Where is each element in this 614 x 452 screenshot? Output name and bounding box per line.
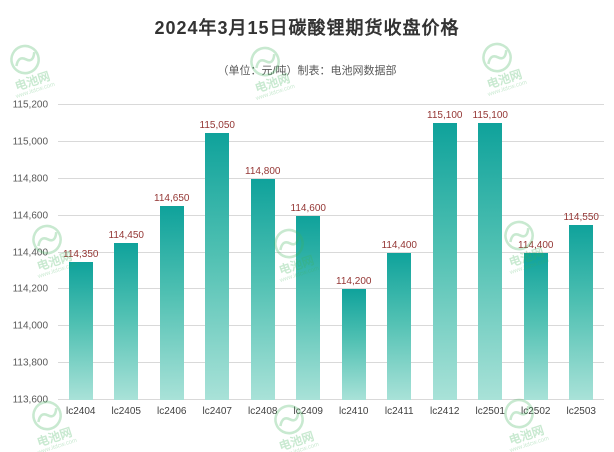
watermark-url: www.itdcw.com xyxy=(37,437,78,452)
bar-group: 114,200 xyxy=(331,105,377,400)
y-tick-label: 113,800 xyxy=(12,357,48,369)
bar-group: 115,100 xyxy=(468,105,514,400)
bar-value-label: 114,450 xyxy=(108,230,144,242)
gridline xyxy=(58,214,604,216)
bar xyxy=(387,252,412,400)
x-tick-label: lc2407 xyxy=(202,406,232,417)
x-tick-label: lc2501 xyxy=(475,406,505,417)
bar xyxy=(250,178,275,400)
bar-group: 115,100 xyxy=(422,105,468,400)
y-tick-label: 113,600 xyxy=(12,394,48,406)
bar-group: 114,400 xyxy=(377,105,423,400)
bar-group: 114,350 xyxy=(58,105,104,400)
bar xyxy=(341,289,366,400)
bar-group: 114,600 xyxy=(286,105,332,400)
y-tick-label: 115,000 xyxy=(12,136,48,148)
gridline xyxy=(58,177,604,179)
x-tick-label: lc2409 xyxy=(293,406,323,417)
bar-group: 115,050 xyxy=(195,105,241,400)
gridline xyxy=(58,399,604,400)
y-axis: 113,600 113,800 114,000 114,200 114,400 114,6… xyxy=(0,100,52,406)
gridline xyxy=(58,140,604,142)
watermark-url: www.itdcw.com xyxy=(279,441,320,452)
bar xyxy=(114,243,139,400)
bar-group: 114,450 xyxy=(104,105,150,400)
watermark-brand: 电池网 xyxy=(507,423,546,448)
bar-value-label: 114,200 xyxy=(336,276,372,288)
gridline xyxy=(58,325,604,327)
bar-value-label: 114,400 xyxy=(518,239,554,251)
x-tick-label: lc2412 xyxy=(430,406,460,417)
x-axis: lc2404 lc2405 lc2406 lc2407 lc2408 lc2409 lc24… xyxy=(58,406,604,422)
x-tick-label: lc2410 xyxy=(339,406,369,417)
bar xyxy=(68,261,93,400)
plot-area: 114,350 114,450 114,650 115,050 114,800 114,6… xyxy=(58,104,604,400)
bars: 114,350 114,450 114,650 115,050 114,800 114,6… xyxy=(58,105,604,400)
y-tick-label: 114,200 xyxy=(12,283,48,295)
bar-group: 114,650 xyxy=(149,105,195,400)
bar-value-label: 114,550 xyxy=(563,211,599,223)
bar-value-label: 114,400 xyxy=(381,239,417,251)
bar-value-label: 114,650 xyxy=(154,193,190,205)
watermark-url: www.itdcw.com xyxy=(487,79,528,99)
x-tick-label: lc2503 xyxy=(566,406,596,417)
gridline xyxy=(58,104,604,105)
bar xyxy=(432,123,457,400)
y-tick-label: 114,400 xyxy=(12,247,48,258)
y-tick-label: 114,600 xyxy=(12,210,48,222)
x-tick-label: lc2502 xyxy=(521,406,551,417)
x-tick-label: lc2406 xyxy=(157,406,187,417)
x-tick-label: lc2405 xyxy=(111,406,141,417)
bar xyxy=(296,215,321,400)
gridline xyxy=(58,362,604,364)
gridline xyxy=(58,288,604,290)
y-tick-label: 114,800 xyxy=(12,173,48,185)
y-tick-label: 114,000 xyxy=(12,320,48,332)
bar-group: 114,400 xyxy=(513,105,559,400)
bar xyxy=(478,123,503,400)
y-tick-label: 115,200 xyxy=(12,99,48,111)
x-tick-label: lc2408 xyxy=(248,406,278,417)
watermark-brand: 电池网 xyxy=(35,425,74,450)
bar-value-label: 115,050 xyxy=(199,119,235,131)
bar xyxy=(523,252,548,400)
bar-value-label: 114,800 xyxy=(245,165,281,177)
watermark-url: www.itdcw.com xyxy=(509,435,550,452)
bar-value-label: 115,100 xyxy=(427,110,463,122)
bar-value-label: 114,600 xyxy=(290,202,326,214)
x-tick-label: lc2404 xyxy=(66,406,96,417)
chart-subtitle: （单位：元/吨）制表：电池网数据部 xyxy=(217,65,397,77)
bar-value-label: 115,100 xyxy=(472,110,508,122)
bar-value-label: 114,350 xyxy=(63,248,99,260)
bar-group: 114,800 xyxy=(240,105,286,400)
gridline xyxy=(58,251,604,253)
bar xyxy=(205,132,230,400)
x-tick-label: lc2411 xyxy=(384,406,414,417)
chart-title: 2024年3月15日碳酸锂期货收盘价格 xyxy=(154,18,460,38)
watermark-url: www.itdcw.com xyxy=(255,83,296,103)
watermark-brand: 电池网 xyxy=(277,429,316,452)
bar-group: 114,550 xyxy=(559,105,605,400)
bar xyxy=(159,206,184,400)
watermark-url: www.itdcw.com xyxy=(15,81,56,101)
bar xyxy=(569,224,594,400)
